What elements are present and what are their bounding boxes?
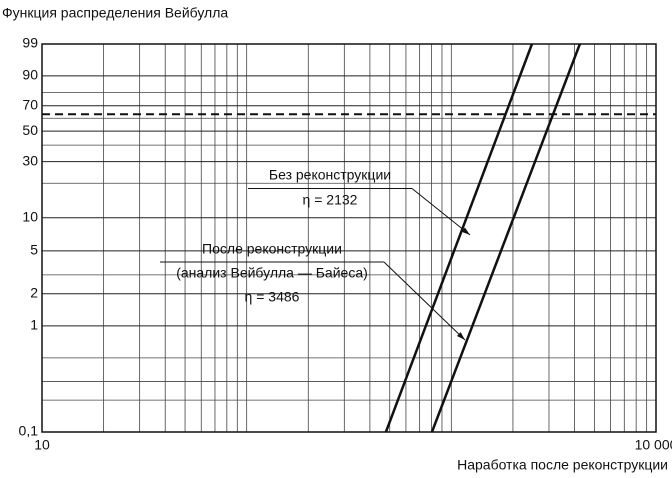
y-tick-label: 90: [22, 67, 38, 83]
annotation-text: (анализ Вейбулла — Байеса): [176, 265, 368, 281]
x-tick-label: 10: [34, 437, 50, 453]
plot-frame: [41, 43, 657, 433]
arrow-head: [461, 227, 470, 235]
annotation-text: η = 2132: [303, 192, 358, 208]
y-tick-label: 5: [30, 242, 38, 258]
x-tick-label: 10 000: [635, 437, 672, 453]
arrow-head: [456, 332, 465, 340]
y-tick-label: 1: [30, 317, 38, 333]
annotation-text: η = 3486: [245, 289, 300, 305]
annotation-text: Без реконструкции: [269, 167, 391, 183]
annotation-text: После реконструкции: [202, 241, 342, 257]
y-tick-label: 99: [22, 35, 38, 51]
y-tick-label: 0,1: [19, 423, 39, 439]
y-tick-label: 30: [22, 152, 38, 168]
weibull-line: [384, 43, 534, 433]
y-tick-label: 50: [22, 122, 38, 138]
annotation-arrow: [411, 188, 471, 236]
chart-title: Функция распределения Вейбулла: [2, 5, 228, 21]
y-tick-label: 10: [22, 208, 38, 224]
weibull-line: [430, 43, 582, 433]
x-axis-label: Наработка после реконструкции: [457, 457, 668, 473]
annotation-arrow: [383, 261, 466, 341]
y-tick-label: 70: [22, 96, 38, 112]
y-tick-label: 2: [30, 284, 38, 300]
